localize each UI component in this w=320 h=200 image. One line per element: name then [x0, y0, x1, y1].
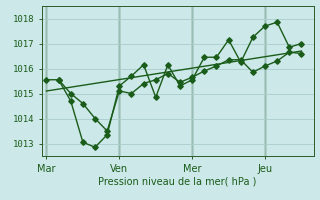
X-axis label: Pression niveau de la mer( hPa ): Pression niveau de la mer( hPa ) — [99, 176, 257, 186]
